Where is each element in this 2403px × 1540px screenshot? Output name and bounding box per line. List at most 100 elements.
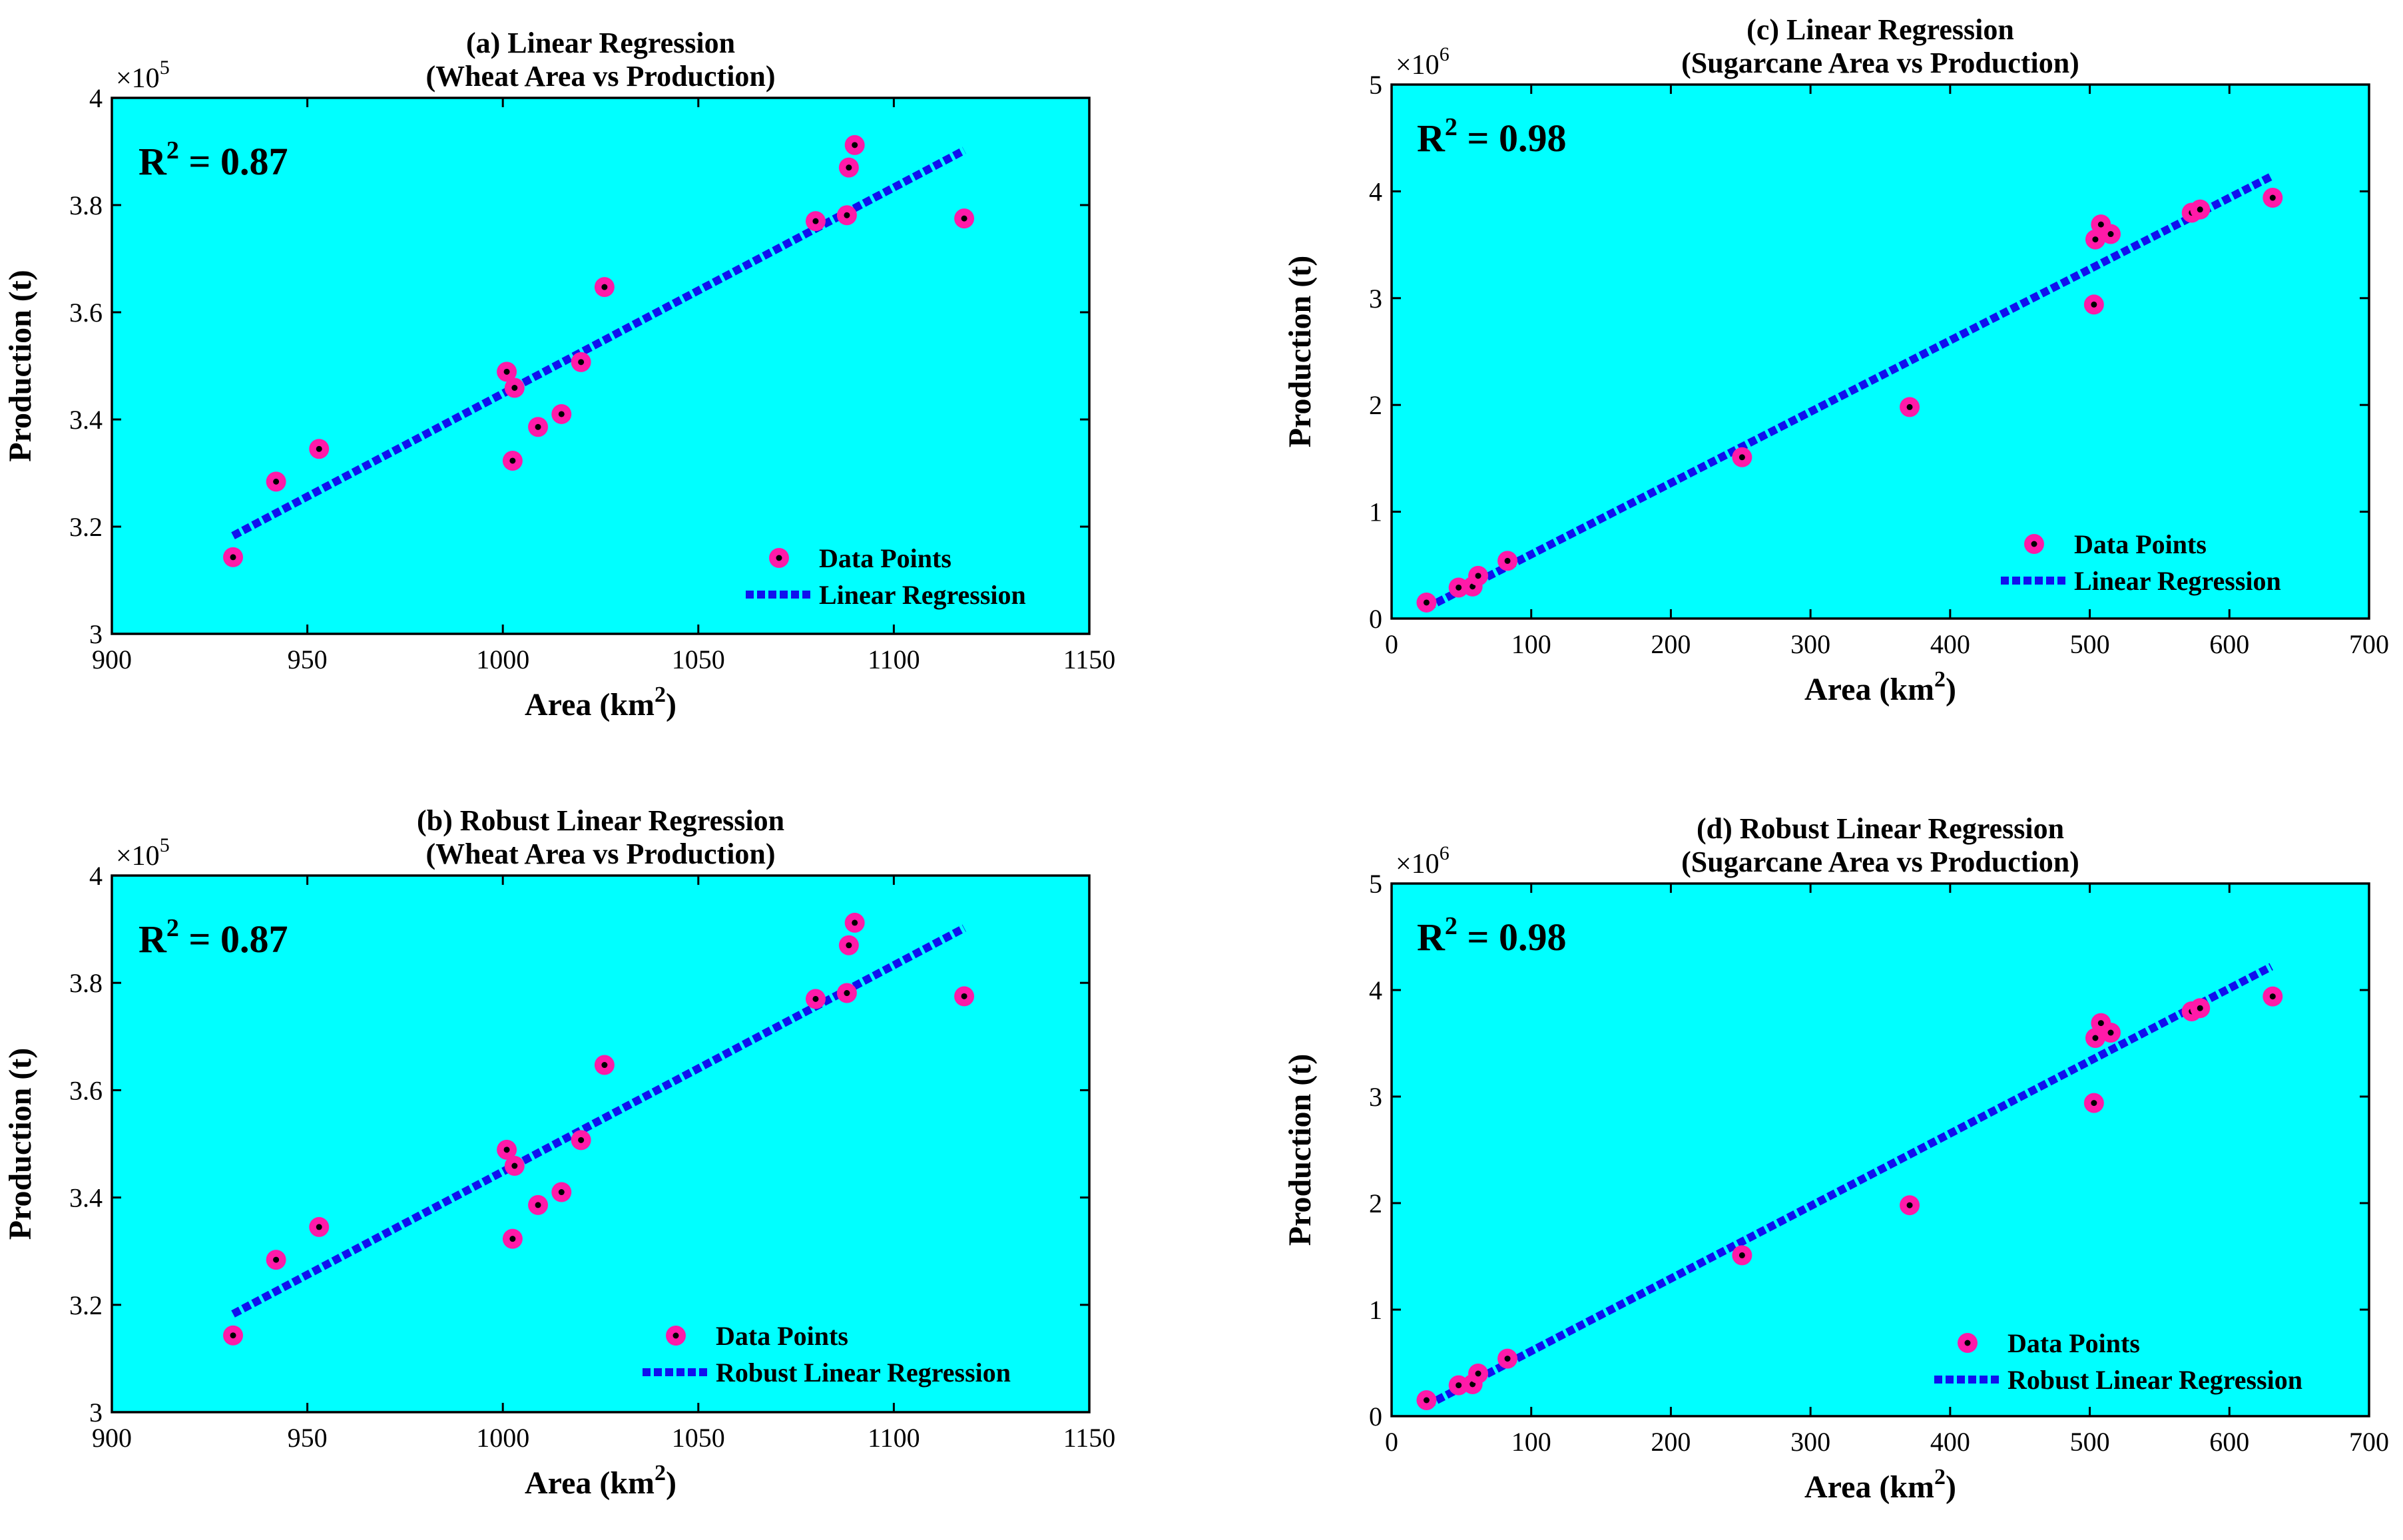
data-point <box>223 547 244 567</box>
data-point-center <box>1504 1356 1511 1362</box>
data-point-center <box>316 445 322 452</box>
y-tick-label: 3 <box>1369 1082 1382 1112</box>
legend: Data Points Robust Linear Regression <box>643 1321 1011 1388</box>
y-tick-label: 5 <box>1369 869 1382 899</box>
y-tick-label: 3 <box>89 1398 103 1427</box>
y-axis-label: Production (t) <box>1282 1054 1318 1246</box>
x-tick-label: 1150 <box>1063 644 1116 674</box>
data-point <box>1732 447 1752 467</box>
y-tick-label: 2 <box>1369 390 1382 420</box>
legend: Data Points Linear Regression <box>2001 529 2281 596</box>
x-axis-label-tail: ) <box>1946 672 1956 707</box>
data-point <box>497 1139 517 1160</box>
data-point-center <box>1475 573 1481 579</box>
x-tick-label: 0 <box>1385 629 1398 659</box>
data-point <box>594 277 615 298</box>
y-tick-label: 1 <box>1369 1295 1382 1325</box>
plot-frame <box>111 97 1091 635</box>
y-tick-label: 4 <box>89 861 103 891</box>
chart-panel: (b) Robust Linear Regression(Wheat Area … <box>3 804 1115 1501</box>
x-axis-label-sup: 2 <box>655 682 666 707</box>
legend-label-line: Robust Linear Regression <box>716 1358 1011 1388</box>
data-point <box>954 986 975 1007</box>
data-point-center <box>2092 236 2099 243</box>
y-tick-label: 3.4 <box>69 405 103 435</box>
x-tick-label: 900 <box>92 1423 132 1453</box>
data-point-center <box>844 212 850 218</box>
legend-label-line: Robust Linear Regression <box>2007 1365 2302 1395</box>
data-point <box>838 935 859 955</box>
y-tick-label: 3 <box>89 619 103 649</box>
y-tick-label: 3.6 <box>69 1075 103 1105</box>
r2-sup: 2 <box>166 914 179 942</box>
plot-frame <box>111 874 1091 1413</box>
r2-sup: 2 <box>1445 113 1458 141</box>
x-tick-label: 950 <box>288 1423 328 1453</box>
plot-area <box>112 876 1089 1412</box>
data-point-center <box>578 359 585 366</box>
r2-label: R <box>1417 117 1446 160</box>
data-point <box>594 1055 615 1075</box>
x-tick-label: 100 <box>1511 1427 1551 1457</box>
data-point <box>836 205 857 226</box>
r-squared-annotation: R2 = 0.98 <box>1417 113 1566 160</box>
data-point-center <box>2269 194 2276 201</box>
r2-value: = 0.87 <box>179 140 288 183</box>
data-point-center <box>852 142 858 148</box>
data-point-center <box>535 1202 541 1208</box>
data-point-center <box>961 993 967 999</box>
r2-label: R <box>138 917 167 961</box>
data-point <box>2101 224 2121 244</box>
y-axis-multiplier: ×105 <box>116 834 170 872</box>
data-point <box>844 912 865 933</box>
data-point-center <box>846 942 852 949</box>
data-point-center <box>844 990 850 997</box>
data-point-center <box>2107 231 2114 238</box>
data-point-center <box>2107 1029 2114 1036</box>
data-point <box>805 989 826 1009</box>
multiplier-base: ×10 <box>1396 849 1440 880</box>
multiplier-exponent: 5 <box>160 57 170 79</box>
y-tick-label: 3.6 <box>69 298 103 328</box>
x-tick-label: 1150 <box>1063 1423 1116 1453</box>
data-point-center <box>961 215 967 222</box>
regression-line <box>231 924 966 1318</box>
data-point <box>1416 1390 1437 1410</box>
chart-panel: (a) Linear Regression(Wheat Area vs Prod… <box>3 27 1115 722</box>
x-tick-label: 300 <box>1790 629 1830 659</box>
data-point-center <box>1475 1370 1481 1377</box>
data-point-center <box>509 1236 516 1242</box>
x-tick-label: 400 <box>1930 629 1970 659</box>
data-point <box>571 352 591 372</box>
x-tick-label: 1050 <box>672 644 725 674</box>
data-point-center <box>1738 1252 1745 1258</box>
plot-area <box>1392 85 2369 619</box>
chart-panel: (d) Robust Linear Regression(Sugarcane A… <box>1282 812 2389 1505</box>
regression-line <box>231 146 966 539</box>
data-point-center <box>2197 1005 2203 1011</box>
chart-title: (d) Robust Linear Regression <box>1697 812 2064 845</box>
data-point-center <box>1504 557 1511 564</box>
data-point-center <box>852 919 858 926</box>
chart-subtitle: (Wheat Area vs Production) <box>425 838 775 870</box>
y-axis-multiplier: ×106 <box>1396 842 1450 880</box>
data-point <box>504 1156 525 1176</box>
chart-title: (a) Linear Regression <box>466 27 735 59</box>
x-axis-label-text: Area (km <box>525 687 655 722</box>
data-point-center <box>273 478 280 485</box>
multiplier-base: ×10 <box>116 63 160 94</box>
x-tick-label: 100 <box>1511 629 1551 659</box>
legend-label-points: Data Points <box>2007 1328 2140 1358</box>
multiplier-base: ×10 <box>116 841 160 872</box>
plot-frame <box>1390 882 2370 1417</box>
x-axis-label-sup: 2 <box>1934 1465 1946 1489</box>
x-tick-label: 1100 <box>868 1423 920 1453</box>
x-tick-label: 900 <box>92 644 132 674</box>
data-point-center <box>511 1162 518 1169</box>
data-point <box>497 362 517 382</box>
legend-label-points: Data Points <box>716 1321 848 1351</box>
data-point <box>2083 1093 2104 1113</box>
data-point <box>551 403 572 424</box>
data-point <box>838 157 859 178</box>
